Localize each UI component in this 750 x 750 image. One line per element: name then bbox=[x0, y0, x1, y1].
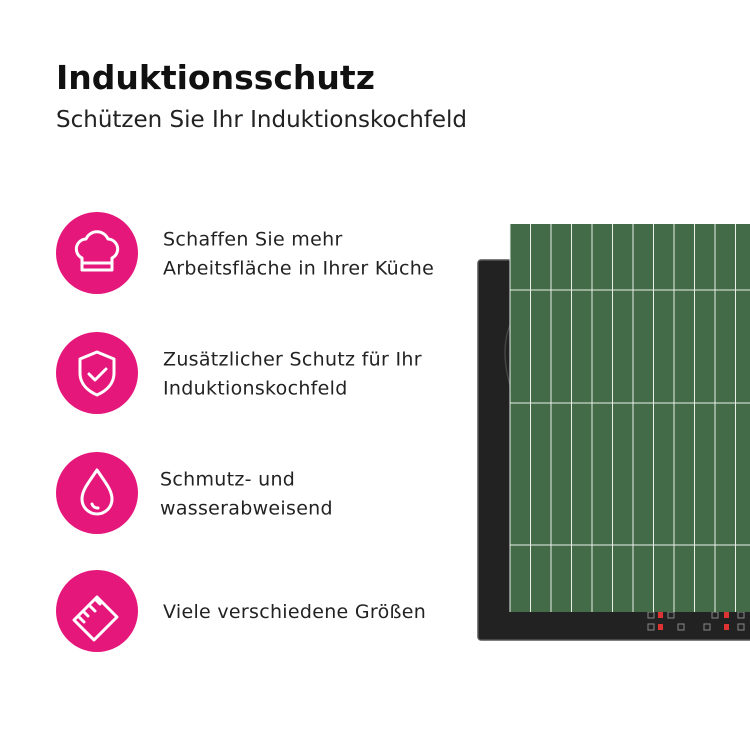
feature-icon-bg bbox=[56, 332, 138, 414]
title: Induktionsschutz bbox=[56, 58, 375, 97]
green-panel bbox=[509, 224, 750, 612]
feature-icon bbox=[72, 595, 119, 642]
feature-icon bbox=[80, 468, 114, 516]
feature-text: Schaffen Sie mehr bbox=[163, 229, 343, 251]
feature-icon bbox=[74, 230, 120, 272]
feature-text: wasserabweisend bbox=[160, 498, 333, 520]
feature-text: Schmutz- und bbox=[160, 469, 295, 491]
feature-text: Viele verschiedene Größen bbox=[163, 601, 426, 623]
feature-icon-bg bbox=[56, 452, 138, 534]
feature-text: Arbeitsfläche in Ihrer Küche bbox=[163, 258, 434, 280]
feature-icon bbox=[78, 350, 116, 397]
feature-icon-bg bbox=[56, 212, 138, 294]
feature-icon-bg bbox=[56, 570, 138, 652]
feature-text: Zusätzlicher Schutz für Ihr bbox=[163, 349, 422, 371]
subtitle: Schützen Sie Ihr Induktionskochfeld bbox=[56, 107, 467, 133]
feature-text: Induktionskochfeld bbox=[163, 378, 348, 400]
